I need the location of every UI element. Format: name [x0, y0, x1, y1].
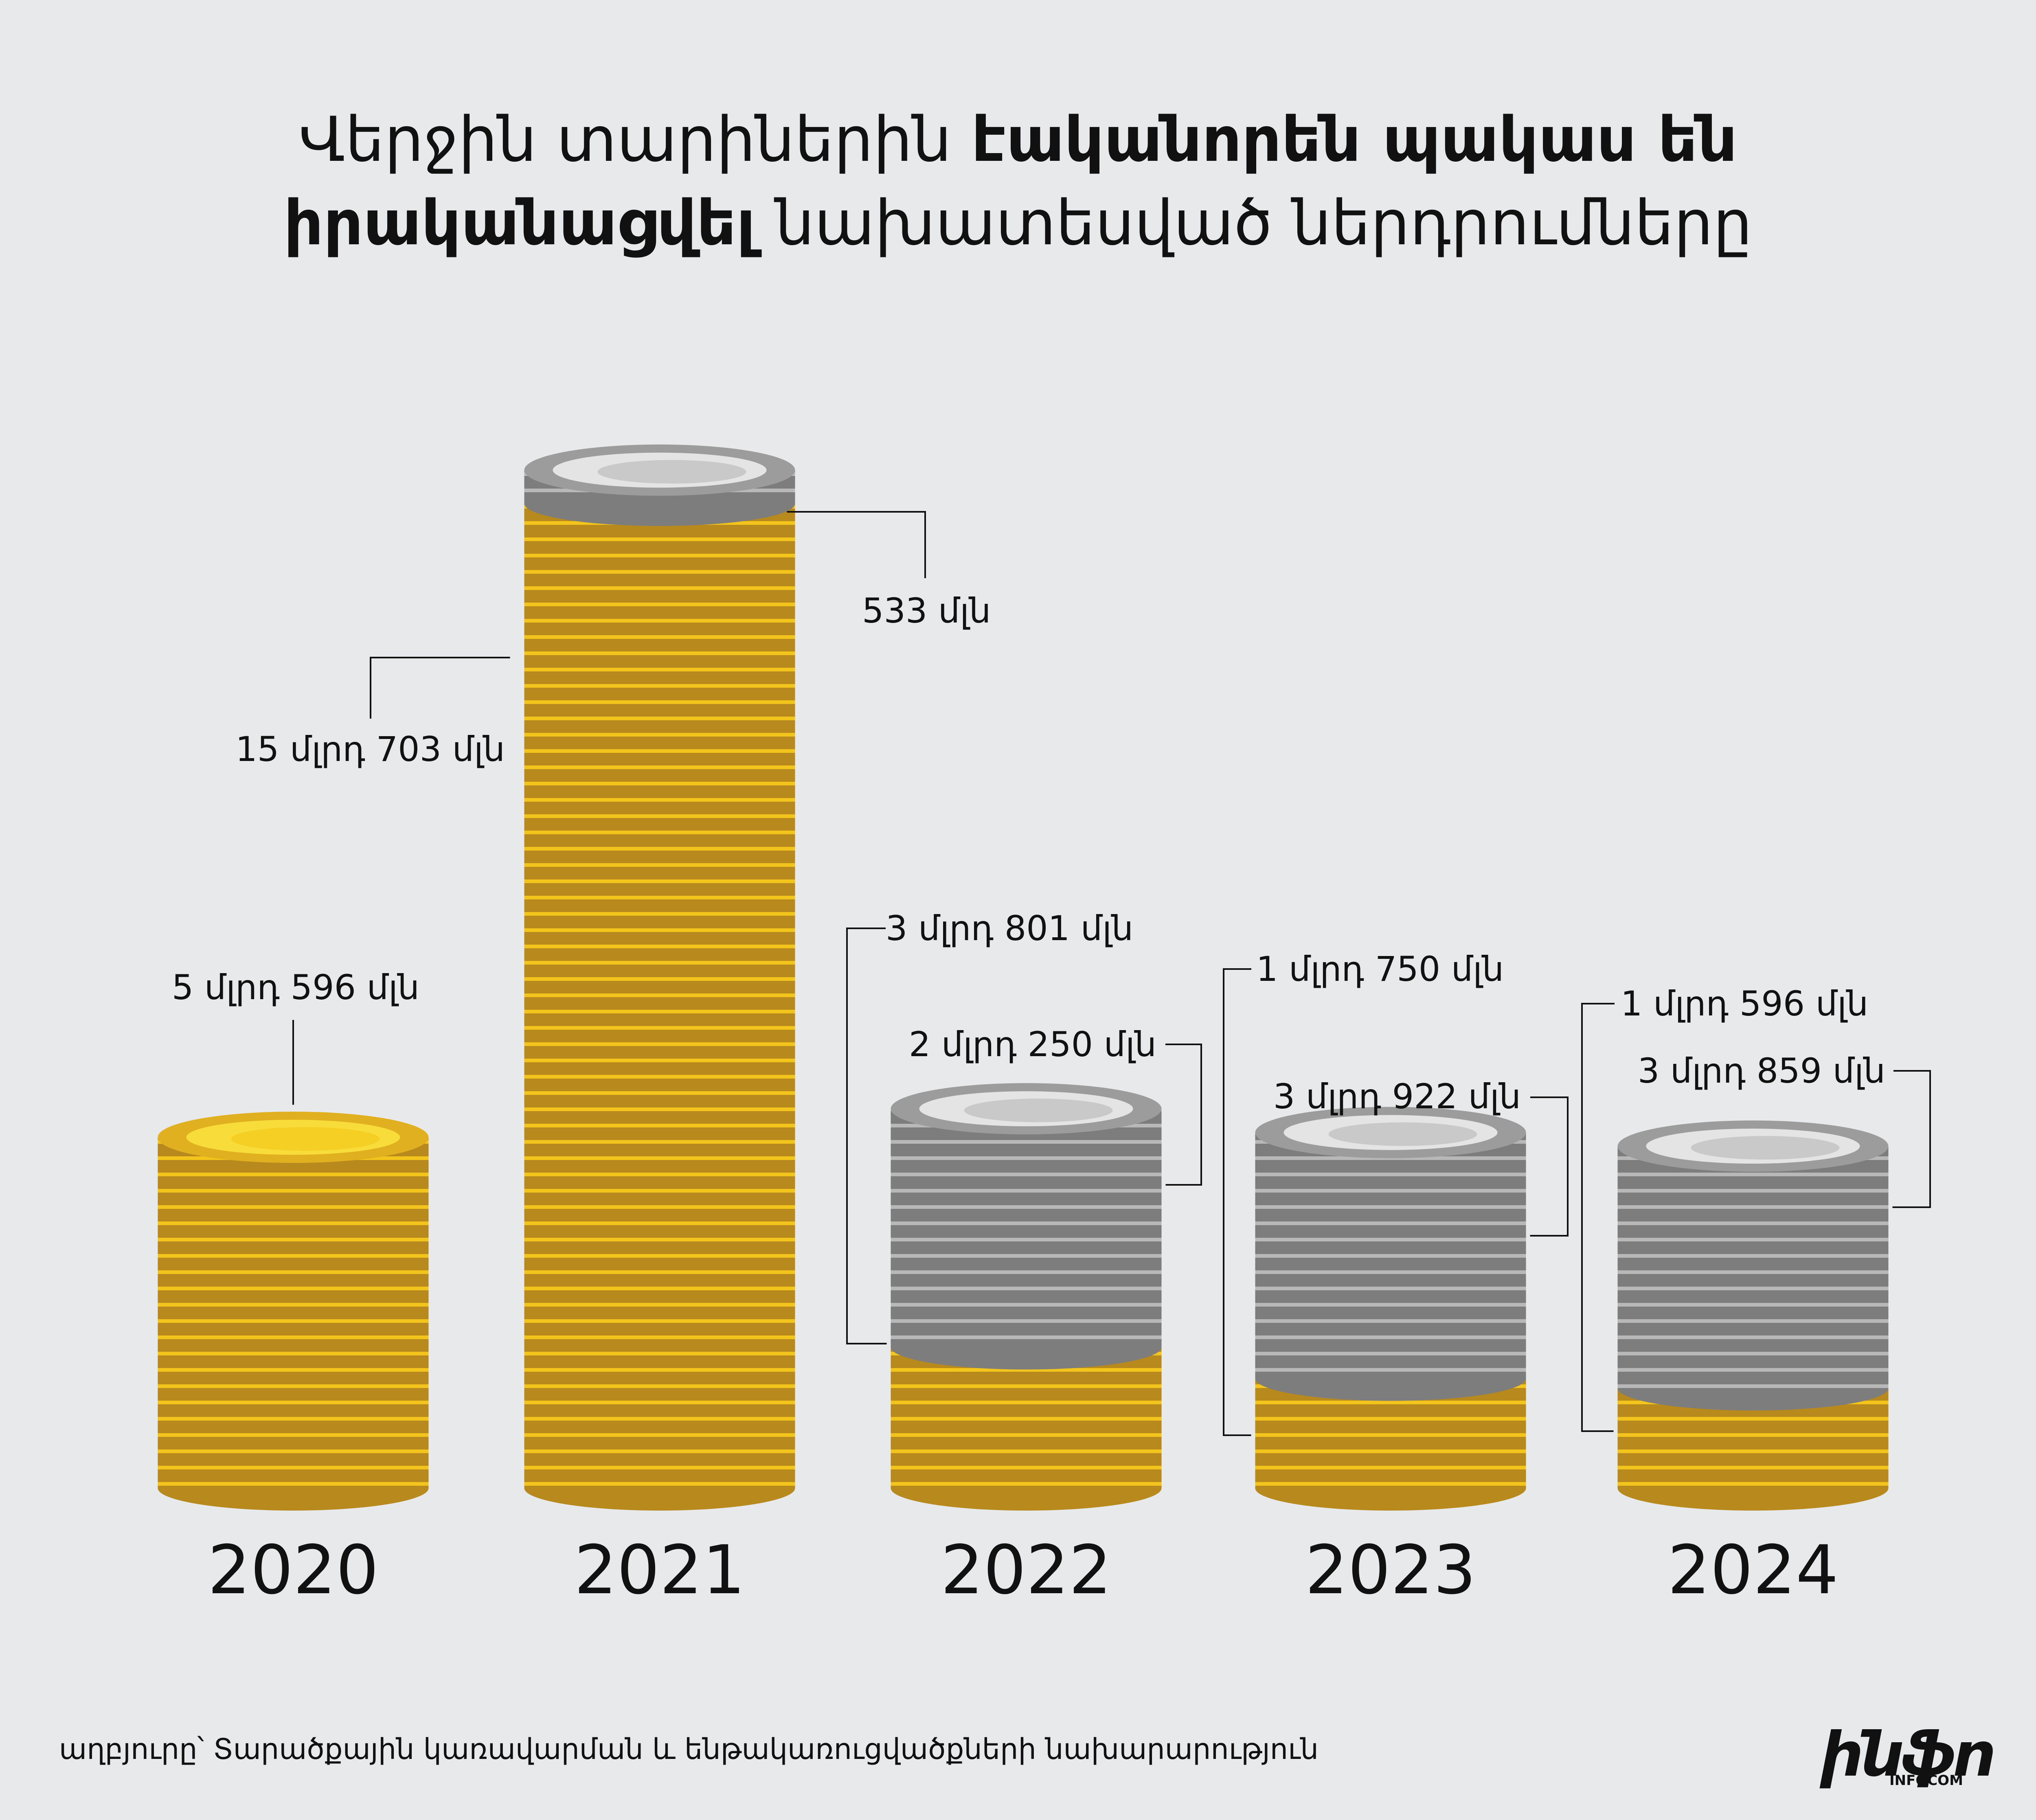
label-2021-gold: 15 մլրդ 703 մլն [235, 729, 505, 769]
coin-stack-2020 [158, 1112, 429, 1511]
label-2024-gold: 1 մլրդ 596 մլն [1621, 984, 1869, 1024]
bar-gold-2022 [891, 1347, 1162, 1488]
leader-2021-gold [370, 657, 510, 719]
leader-2023-gold [1223, 968, 1251, 1436]
coin-stack-chart [158, 444, 1931, 1511]
leader-2022-gray [1165, 1044, 1202, 1186]
coin-stack-2021 [524, 444, 795, 1511]
leader-2024-gray [1892, 1070, 1931, 1208]
label-2022-gray: 2 մլրդ 250 մլն [908, 1024, 1156, 1064]
bar-gray-2024 [1617, 1146, 1889, 1388]
label-2023-gold: 1 մլրդ 750 մլն [1256, 949, 1504, 989]
bar-gray-2022 [891, 1109, 1162, 1347]
label-2022-gold: 3 մլրդ 801 մլն [886, 908, 1134, 948]
title-line-2: իրականացվել նախատեսված ներդրումները [283, 187, 1753, 259]
source-note: աղբյուրը՝ Տարածքային կառավարման և ենթակա… [59, 1732, 1319, 1766]
label-2020-gold: 5 մլրդ 596 մլն [171, 967, 419, 1007]
leader-2024-gold [1581, 1003, 1615, 1432]
logo-mark: ինֆո [1820, 1719, 1997, 1790]
logo-sub: INFOCOM [1889, 1772, 1963, 1789]
bar-gold-2021 [524, 503, 795, 1488]
coin-stack-2022 [891, 1083, 1162, 1511]
bar-gray-2023 [1255, 1132, 1526, 1379]
coin-emboss-2020 [231, 1127, 380, 1151]
year-label-2020: 2020 [208, 1531, 379, 1609]
label-2024-gray: 3 մլրդ 859 մլն [1637, 1051, 1885, 1091]
year-label-2024: 2024 [1667, 1531, 1839, 1609]
coin-emboss-2023 [1328, 1122, 1477, 1146]
label-2021-gray: 533 մլն [862, 591, 991, 631]
coin-emboss-2021 [597, 460, 746, 484]
year-label-2022: 2022 [941, 1531, 1112, 1609]
chart-title: Վերջին տարիներին էականորեն պակաս են իրակ… [0, 98, 2036, 265]
year-label-2023: 2023 [1305, 1531, 1476, 1609]
label-2023-gray: 3 մլրդ 922 մլն [1273, 1077, 1521, 1116]
title-line-1: Վերջին տարիներին էականորեն պակաս են [298, 103, 1738, 175]
coin-stack-2024 [1617, 1120, 1889, 1511]
coin-emboss-2024 [1691, 1136, 1840, 1160]
leader-2021-gray [787, 511, 926, 578]
leader-2023-gray [1530, 1096, 1569, 1237]
infocom-logo: ինֆո INFOCOM [1820, 1719, 1997, 1790]
bar-gold-2020 [158, 1137, 429, 1488]
coin-stack-2023 [1255, 1107, 1526, 1511]
coin-emboss-2022 [964, 1099, 1113, 1123]
year-label-2021: 2021 [574, 1531, 745, 1609]
leader-2022-gold [846, 928, 887, 1344]
